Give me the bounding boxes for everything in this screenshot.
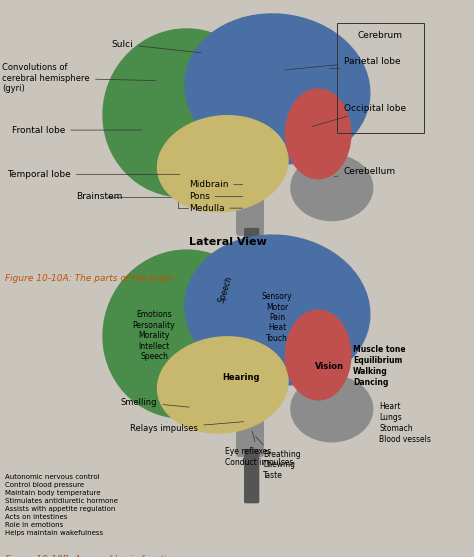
Text: Temporal lobe: Temporal lobe [7,170,180,179]
Text: Convolutions of
cerebral hemisphere
(gyri): Convolutions of cerebral hemisphere (gyr… [2,63,156,93]
Text: Parietal lobe: Parietal lobe [285,57,400,70]
Ellipse shape [157,116,288,212]
Ellipse shape [157,337,288,433]
Text: Speech: Speech [217,275,234,305]
Text: Autonomic nervous control
Control blood pressure
Maintain body temperature
Stimu: Autonomic nervous control Control blood … [5,473,118,535]
Ellipse shape [185,235,370,385]
Text: Eye reflexes
Conduct impulses: Eye reflexes Conduct impulses [225,431,293,467]
FancyBboxPatch shape [245,228,259,281]
Ellipse shape [285,310,351,400]
Text: Hearing: Hearing [222,373,260,382]
Text: Figure 10-10A: The parts of the brain.: Figure 10-10A: The parts of the brain. [5,274,175,283]
FancyBboxPatch shape [237,397,264,456]
Ellipse shape [185,14,370,164]
Ellipse shape [103,250,266,418]
Text: Vision: Vision [315,363,344,372]
Text: Breathing
Chewing
Taste: Breathing Chewing Taste [255,437,301,480]
FancyBboxPatch shape [237,176,264,235]
Ellipse shape [291,376,373,442]
Text: Pons: Pons [189,192,243,201]
Text: Cerebrum: Cerebrum [358,31,403,40]
Ellipse shape [291,155,373,221]
Text: Medulla: Medulla [189,204,243,213]
Text: Occipital lobe: Occipital lobe [312,104,406,126]
Ellipse shape [103,29,266,197]
Text: Heart
Lungs
Stomach
Blood vessels: Heart Lungs Stomach Blood vessels [379,402,431,444]
Text: Brainstem: Brainstem [76,192,122,201]
Text: Emotions
Personality
Morality
Intellect
Speech: Emotions Personality Morality Intellect … [133,310,175,361]
Ellipse shape [285,89,351,179]
FancyBboxPatch shape [245,449,259,502]
Text: Smelling: Smelling [121,398,189,407]
Text: Sensory
Motor
Pain
Heat
Touch: Sensory Motor Pain Heat Touch [262,292,292,343]
Text: Relays impulses: Relays impulses [130,422,244,433]
Text: Midbrain: Midbrain [189,180,243,189]
Text: Frontal lobe: Frontal lobe [12,125,142,135]
Text: Lateral View: Lateral View [189,237,266,247]
Text: Figure 10-10B: Areas of brain function.: Figure 10-10B: Areas of brain function. [5,555,180,557]
Text: Sulci: Sulci [111,40,201,53]
Text: Muscle tone
Equilibrium
Walking
Dancing: Muscle tone Equilibrium Walking Dancing [353,345,406,387]
Text: Cerebellum: Cerebellum [335,167,396,177]
